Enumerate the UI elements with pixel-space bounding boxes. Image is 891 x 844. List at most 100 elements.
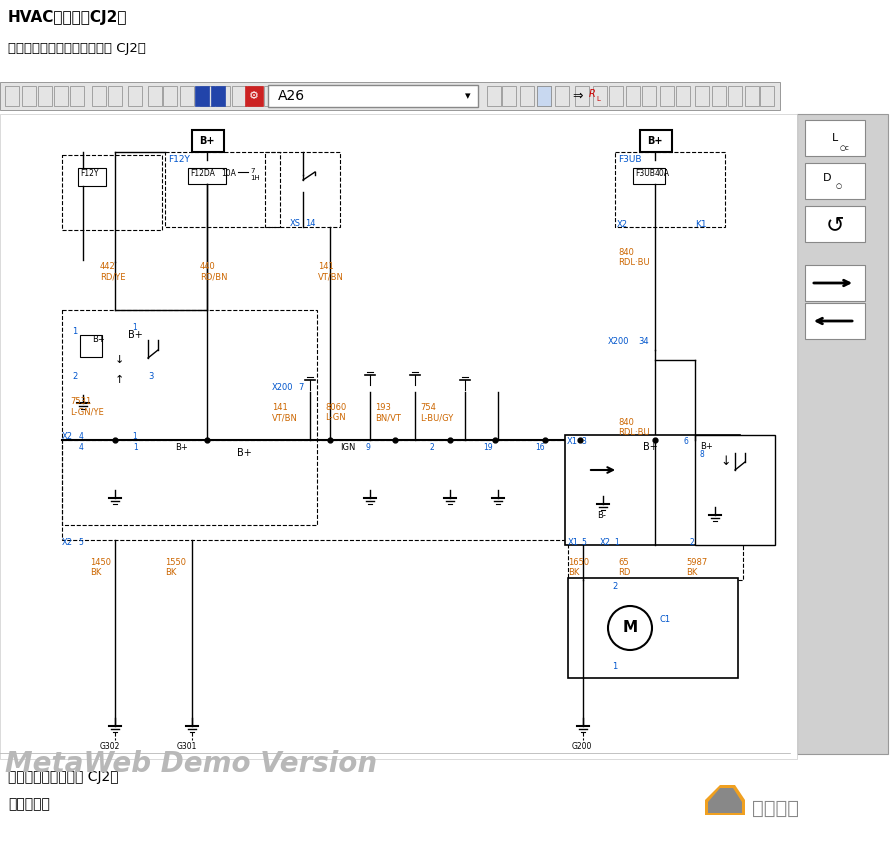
Bar [245,86,263,106]
Text: X200: X200 [608,337,630,346]
Bar [248,86,262,106]
Text: ⇒: ⇒ [573,89,584,102]
Bar [232,86,246,106]
Text: L: L [596,96,600,102]
Text: 1: 1 [133,443,138,452]
Text: B-: B- [597,511,606,520]
Bar [805,303,865,339]
Text: 442
RD/YE: 442 RD/YE [100,262,126,281]
Text: 1: 1 [614,538,618,547]
Text: 压缩机控制装置（带 CJ2）: 压缩机控制装置（带 CJ2） [8,770,119,784]
Text: 3: 3 [581,437,586,446]
Text: IGN: IGN [340,443,356,452]
Text: 击显示图牌: 击显示图牌 [8,797,50,811]
Text: 4: 4 [79,432,84,441]
Text: 汽修帮手: 汽修帮手 [752,798,799,818]
Bar [537,86,551,106]
Text: X200: X200 [272,383,293,392]
Polygon shape [708,788,742,813]
Text: 16: 16 [535,443,544,452]
Bar [805,120,865,156]
Text: 1650
BK: 1650 BK [568,558,589,577]
Text: G200: G200 [572,742,593,751]
Bar [0,114,797,759]
Text: ▾: ▾ [465,91,470,101]
Bar [54,86,68,106]
Bar [568,578,738,678]
Bar [163,86,177,106]
Bar [520,86,534,106]
Bar [695,435,775,545]
Bar [615,152,725,227]
Text: 1450
BK: 1450 BK [90,558,111,577]
Text: c: c [845,145,849,151]
Bar [188,168,226,184]
Text: 141
VT/BN: 141 VT/BN [272,403,298,422]
Text: 5: 5 [78,538,83,547]
Text: 19: 19 [483,443,493,452]
Bar [5,86,19,106]
Text: 2: 2 [690,538,695,547]
Text: D: D [822,173,831,183]
Text: MetaWeb Demo Version: MetaWeb Demo Version [5,750,377,778]
Text: 840
RDL·BU: 840 RDL·BU [618,418,650,437]
Text: B+: B+ [200,136,215,146]
Bar [70,86,84,106]
Bar [92,86,106,106]
Bar [760,86,774,106]
Text: 3: 3 [148,372,153,381]
Text: 5987
BK: 5987 BK [686,558,707,577]
Text: B+: B+ [237,448,252,458]
Bar [502,86,516,106]
Bar [745,86,759,106]
Text: HVAC示意图（CJ2）: HVAC示意图（CJ2） [8,10,127,25]
Text: 7: 7 [298,383,303,392]
Text: X2: X2 [62,538,73,547]
Bar [695,86,709,106]
Text: F12DA: F12DA [190,169,215,178]
Bar [192,130,224,152]
Text: 5: 5 [581,538,586,547]
Bar [660,86,674,106]
Text: X1: X1 [568,538,579,547]
Bar [805,206,865,242]
Bar [268,85,478,107]
Bar [200,86,214,106]
Bar [805,163,865,199]
Bar [633,168,665,184]
Text: X2: X2 [62,432,73,441]
Text: B+: B+ [647,136,663,146]
Text: B+: B+ [128,330,143,340]
Bar [487,86,501,106]
Text: 7531
L-GN/YE: 7531 L-GN/YE [70,397,103,416]
Text: 8060
L-GN: 8060 L-GN [325,403,347,422]
Bar [568,538,743,580]
Text: ⚙: ⚙ [249,91,259,101]
Text: 14: 14 [305,219,315,228]
Text: ↓: ↓ [720,455,731,468]
Text: ○: ○ [836,183,842,189]
Bar [22,86,36,106]
Text: 8: 8 [700,450,705,459]
Text: A26: A26 [278,89,305,103]
Text: 4: 4 [79,443,84,452]
Text: 9: 9 [365,443,370,452]
Text: M: M [623,620,638,636]
Text: ↓: ↓ [115,355,125,365]
Text: 1: 1 [132,432,136,441]
Bar [593,86,607,106]
Text: X2: X2 [600,538,611,547]
Bar [609,86,623,106]
Text: B+: B+ [643,442,658,452]
Text: 1: 1 [132,323,136,332]
Bar [264,86,278,106]
Circle shape [608,606,652,650]
Bar [0,82,780,110]
Bar [797,114,888,754]
Text: X2: X2 [617,220,628,229]
Text: 2: 2 [612,582,617,591]
Bar [165,152,280,227]
Text: 6: 6 [683,437,688,446]
Bar [148,86,162,106]
Text: X1: X1 [567,437,578,446]
